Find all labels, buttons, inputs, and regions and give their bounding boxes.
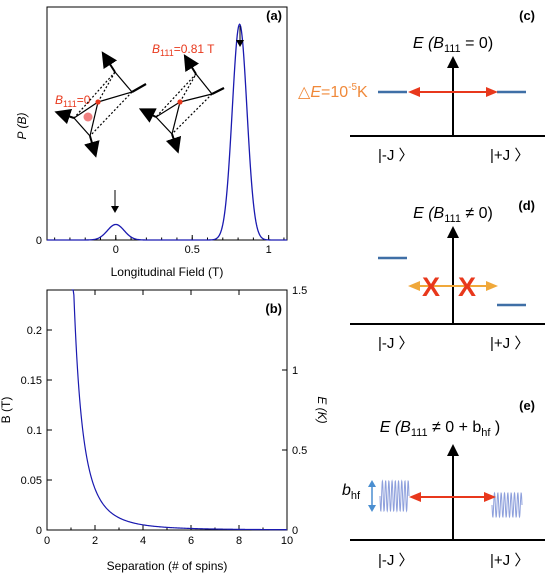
peak-081-arrow [236, 26, 244, 47]
peak-zero-arrow [111, 190, 119, 213]
panel-e-label: (e) [519, 398, 535, 413]
panel-d-cross-right: X [458, 272, 476, 302]
panel-d-label: (d) [518, 198, 535, 213]
panel-b-ytick-label: 0.05 [21, 475, 42, 487]
panel-a-xtick-label: 0 [113, 244, 119, 256]
panel-e-hyperfine-wave-left [379, 479, 410, 513]
spin-site-pink [83, 112, 93, 122]
panel-b-xtick-label: 0 [44, 535, 50, 547]
panel-d-title: E (B111 ≠ 0) [413, 205, 493, 225]
panel-b-ytick-label: 0.15 [21, 375, 42, 387]
panel-a-xtick-label: 1 [266, 244, 272, 256]
panel-c-energy-split: △E=10-5K [298, 82, 368, 101]
panel-b-ytick-right-label: 0.5 [292, 445, 307, 457]
panel-e-bhf-arrow [368, 480, 376, 512]
panel-a-xtick-label: 0.5 [185, 244, 200, 256]
panel-a-frame [46, 6, 288, 241]
panel-b-xtick-label: 6 [188, 535, 194, 547]
panel-c-axis-arrowhead [447, 56, 459, 68]
panel-c-label: (c) [519, 8, 535, 23]
panel-e-bhf-label: bhf [342, 482, 361, 502]
label-b111-zero: B111=0 [55, 93, 91, 109]
panel-c-tunnel-arrow [408, 87, 498, 97]
panel-b-xtick-label: 10 [281, 535, 293, 547]
panel-b-curve [71, 289, 287, 531]
panel-b-ylabel-left: B (T) [0, 397, 13, 424]
panel-b-label: (b) [265, 301, 282, 316]
spin-site-zero [95, 99, 101, 105]
panel-c-title: E (B111 = 0) [413, 35, 493, 55]
panel-d-cross-left: X [422, 272, 440, 302]
panel-b-xtick-label: 8 [236, 535, 242, 547]
panel-c-ket-right: |+J 〉 [490, 147, 529, 164]
panel-b-ytick-label: 0.1 [27, 425, 42, 437]
panel-b-ylabel-right: E (K) [315, 396, 329, 423]
panel-a-curve [47, 23, 287, 241]
panel-b-xlabel: Separation (# of spins) [107, 559, 228, 573]
panel-b-ytick-right-label: 0 [292, 525, 298, 537]
panel-a-ylabel: P (B) [15, 113, 29, 140]
spin-cluster-081 [138, 54, 225, 154]
panel-e-title: E (B111 ≠ 0 + bhf ) [380, 419, 501, 439]
spin-site-081 [177, 99, 183, 105]
panel-e-tunnel-arrow [409, 492, 496, 502]
panel-e-axis-arrowhead [447, 444, 459, 456]
panel-b-ytick-label: 0 [36, 525, 42, 537]
panel-b-ytick-right-label: 1.5 [292, 285, 307, 297]
panel-e-ket-right: |+J 〉 [490, 552, 529, 569]
label-b111-081: B111=0.81 T [152, 42, 215, 58]
panel-b-ytick-label: 0.2 [27, 325, 42, 337]
panel-e-ket-left: |-J 〉 [378, 552, 414, 569]
spin-cluster-zero [54, 51, 147, 158]
panel-d-axis-arrowhead [447, 226, 459, 238]
panel-e-hyperfine-wave-right [491, 491, 523, 519]
panel-a-xlabel: Longitudinal Field (T) [111, 265, 224, 279]
panel-a-ticks: 0 0.5 1 0 [36, 235, 285, 256]
panel-b-frame [46, 289, 288, 531]
panel-a-chart: (a) 0 0.5 10 Longitudinal Field (T) P (B) … [15, 6, 288, 279]
panel-a-ytick-label: 0 [36, 235, 42, 247]
panel-d-blocked-arrow [408, 281, 498, 291]
panel-e-diagram: (e) E (B111 ≠ 0 + bhf ) bhf |-J 〉 |+J 〉 [342, 398, 545, 569]
panel-b-xtick-label: 4 [140, 535, 146, 547]
panel-d-diagram: (d) E (B111 ≠ 0) X X |-J 〉 |+J 〉 [350, 198, 545, 352]
panel-b-ytick-right-label: 1 [292, 365, 298, 377]
panel-c-diagram: (c) E (B111 = 0) △E=10-5K |-J 〉 |+J 〉 [298, 8, 545, 164]
panel-d-ket-right: |+J 〉 [490, 335, 529, 352]
panel-c-ket-left: |-J 〉 [378, 147, 414, 164]
panel-a-label: (a) [266, 8, 282, 23]
panel-b-xtick-label: 2 [92, 535, 98, 547]
panel-d-ket-left: |-J 〉 [378, 335, 414, 352]
